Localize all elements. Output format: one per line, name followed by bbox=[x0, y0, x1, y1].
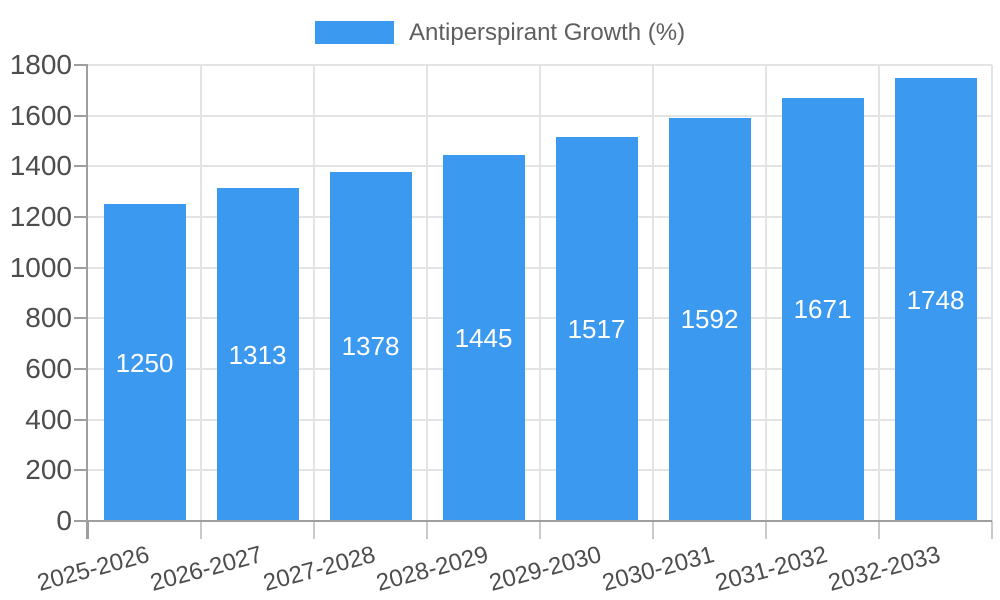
x-tick bbox=[652, 521, 654, 539]
y-tick-label: 600 bbox=[25, 353, 72, 384]
x-tick bbox=[200, 521, 202, 539]
bar-value-label: 1250 bbox=[115, 347, 174, 378]
bar-2026-2027[interactable] bbox=[216, 188, 299, 521]
v-gridline bbox=[878, 65, 880, 521]
v-gridline bbox=[765, 65, 767, 521]
bar-value-label: 1748 bbox=[906, 284, 965, 315]
v-gridline bbox=[652, 65, 654, 521]
y-tick-label: 1600 bbox=[9, 99, 72, 131]
y-tick bbox=[74, 114, 88, 117]
x-tick bbox=[313, 521, 315, 539]
v-gridline bbox=[539, 65, 541, 521]
y-tick bbox=[74, 266, 88, 269]
bar-2031-2032[interactable] bbox=[781, 97, 864, 521]
bar-value-label: 1517 bbox=[567, 313, 626, 344]
bar-value-label: 1445 bbox=[454, 322, 513, 353]
bar-2028-2029[interactable] bbox=[442, 154, 525, 521]
y-tick-label: 0 bbox=[56, 505, 72, 536]
y-axis-line bbox=[86, 65, 88, 539]
v-gridline bbox=[991, 65, 993, 521]
y-tick bbox=[74, 520, 88, 522]
y-tick-label: 1800 bbox=[9, 49, 72, 80]
v-gridline bbox=[200, 65, 202, 521]
y-tick-label: 1200 bbox=[9, 201, 72, 232]
bar-2025-2026[interactable] bbox=[103, 204, 186, 521]
y-tick bbox=[74, 216, 88, 218]
x-axis-line bbox=[88, 520, 992, 522]
y-tick bbox=[74, 64, 88, 66]
bar-value-label: 1671 bbox=[793, 294, 852, 325]
legend-swatch bbox=[315, 21, 394, 44]
y-tick-label: 200 bbox=[25, 454, 72, 486]
x-tick bbox=[426, 521, 428, 539]
bar-2032-2033[interactable] bbox=[894, 78, 977, 521]
bar-2029-2030[interactable] bbox=[555, 136, 638, 521]
legend-label: Antiperspirant Growth (%) bbox=[409, 19, 686, 46]
y-tick bbox=[74, 469, 88, 472]
x-tick bbox=[539, 521, 541, 539]
y-tick bbox=[74, 368, 88, 370]
bar-value-label: 1592 bbox=[680, 304, 739, 335]
v-gridline bbox=[426, 65, 428, 521]
v-gridline bbox=[313, 65, 315, 521]
x-tick bbox=[991, 521, 993, 539]
bar-2030-2031[interactable] bbox=[668, 117, 751, 521]
bar-value-label: 1378 bbox=[341, 331, 400, 362]
y-tick-label: 1400 bbox=[9, 150, 72, 182]
y-tick-label: 800 bbox=[25, 302, 72, 334]
y-tick bbox=[74, 418, 88, 421]
y-tick-label: 1000 bbox=[9, 251, 72, 283]
y-tick bbox=[74, 165, 88, 168]
bar-value-label: 1313 bbox=[228, 339, 287, 370]
y-tick-label: 400 bbox=[25, 403, 72, 435]
x-tick bbox=[87, 521, 89, 539]
x-tick bbox=[765, 521, 767, 539]
y-tick bbox=[74, 317, 88, 320]
bar-2027-2028[interactable] bbox=[329, 171, 412, 521]
x-tick bbox=[878, 521, 880, 539]
